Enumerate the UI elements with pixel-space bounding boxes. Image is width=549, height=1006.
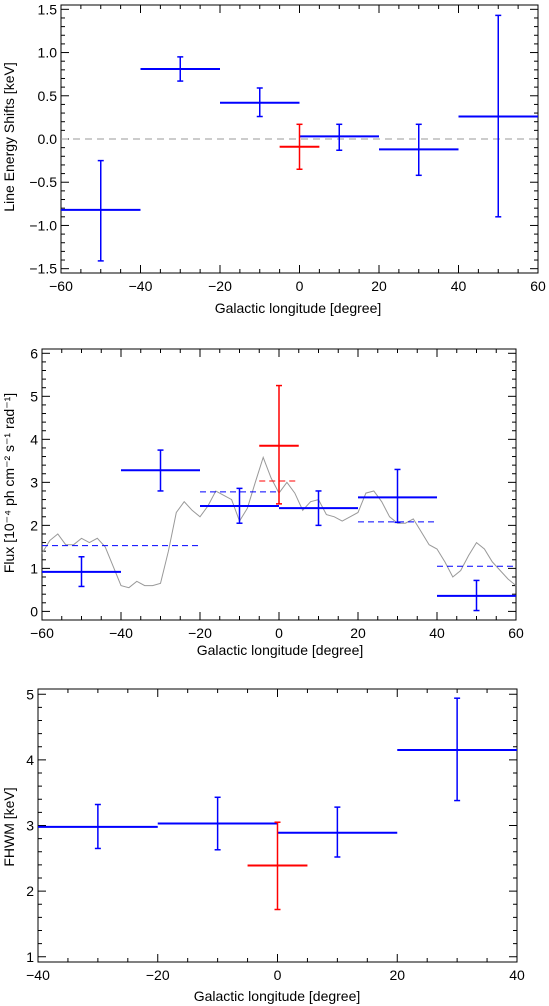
x-tick-label: −40 bbox=[109, 625, 133, 641]
y-tick-label: 3 bbox=[26, 818, 34, 834]
x-tick-label: 0 bbox=[274, 967, 282, 983]
x-tick-label: −20 bbox=[146, 967, 170, 983]
x-tick-label: −20 bbox=[208, 278, 232, 294]
panel-fwhm: Galactic longitude [degree] FHWM [keV] −… bbox=[1, 686, 525, 1004]
x-tick-label: 0 bbox=[296, 278, 304, 294]
x-tick-label: −40 bbox=[26, 967, 50, 983]
x-tick-label: 40 bbox=[429, 625, 445, 641]
x-tick-label: −40 bbox=[129, 278, 153, 294]
y-tick-label: −0.5 bbox=[29, 174, 57, 190]
y-tick-label: 5 bbox=[26, 686, 34, 702]
y-axis-label: Flux [10⁻⁴ ph cm⁻² s⁻¹ rad⁻¹] bbox=[1, 393, 17, 573]
panel-flux: Galactic longitude [degree] Flux [10⁻⁴ p… bbox=[1, 345, 524, 658]
x-axis-label: Galactic longitude [degree] bbox=[197, 642, 364, 658]
y-tick-label: 1 bbox=[26, 949, 34, 965]
y-tick-label: 2 bbox=[26, 883, 34, 899]
x-axis-label: Galactic longitude [degree] bbox=[194, 988, 361, 1004]
y-tick-label: 1.0 bbox=[38, 45, 58, 61]
x-tick-label: 0 bbox=[275, 625, 283, 641]
panel-line-energy-shifts: Galactic longitude [degree] Line Energy … bbox=[1, 1, 546, 316]
y-tick-label: 0.5 bbox=[38, 88, 58, 104]
y-tick-label: 6 bbox=[30, 345, 38, 361]
y-axis-label: FHWM [keV] bbox=[1, 787, 17, 866]
y-tick-label: 0.0 bbox=[38, 131, 58, 147]
y-axis-label: Line Energy Shifts [keV] bbox=[1, 62, 17, 211]
y-tick-label: 5 bbox=[30, 388, 38, 404]
x-tick-label: −60 bbox=[49, 278, 73, 294]
y-tick-label: −1.0 bbox=[29, 217, 57, 233]
y-tick-label: 4 bbox=[30, 431, 38, 447]
x-tick-label: 20 bbox=[371, 278, 387, 294]
y-tick-label: 2 bbox=[30, 517, 38, 533]
x-tick-label: −60 bbox=[30, 625, 54, 641]
x-axis-label: Galactic longitude [degree] bbox=[215, 300, 382, 316]
x-tick-label: 20 bbox=[389, 967, 405, 983]
y-tick-label: 1.5 bbox=[38, 1, 58, 17]
y-tick-label: 0 bbox=[30, 603, 38, 619]
x-tick-label: 60 bbox=[508, 625, 524, 641]
y-tick-label: −1.5 bbox=[29, 261, 57, 277]
x-tick-label: 60 bbox=[530, 278, 546, 294]
y-tick-label: 3 bbox=[30, 474, 38, 490]
x-tick-label: 40 bbox=[509, 967, 525, 983]
y-tick-label: 4 bbox=[26, 752, 34, 768]
y-tick-label: 1 bbox=[30, 560, 38, 576]
x-tick-label: 40 bbox=[451, 278, 467, 294]
x-tick-label: 20 bbox=[350, 625, 366, 641]
x-tick-label: −20 bbox=[188, 625, 212, 641]
